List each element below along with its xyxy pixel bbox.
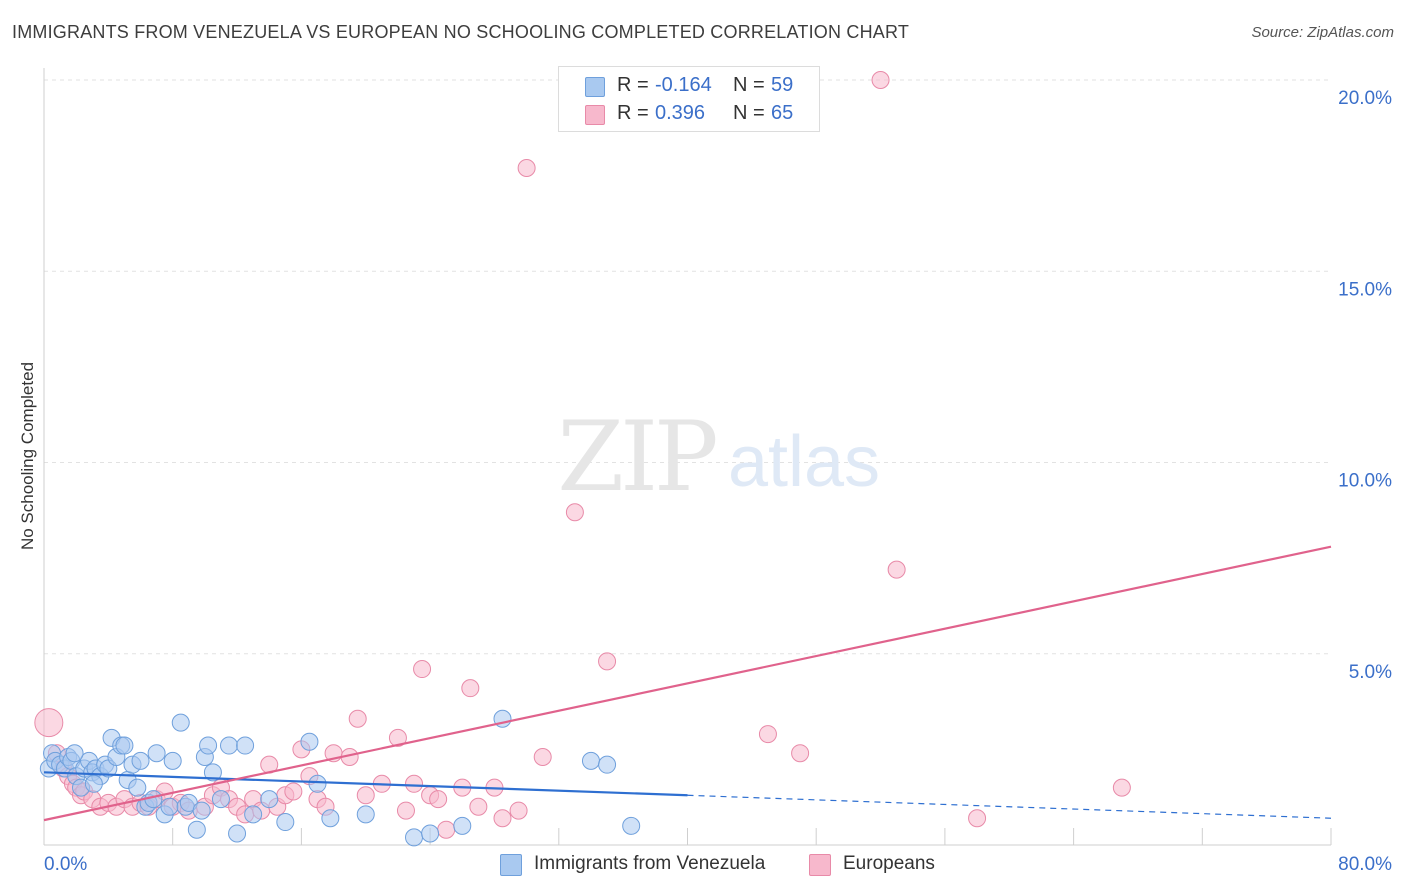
europeans-point xyxy=(284,782,303,801)
europeans-point xyxy=(598,652,617,671)
y-tick-label: 15.0% xyxy=(1338,279,1392,300)
venezuela-point xyxy=(199,736,218,755)
venezuela-point xyxy=(211,790,230,809)
europeans-point xyxy=(34,708,64,738)
tick-labels: 20.0% 15.0% 10.0% 5.0% 0.0% 80.0% xyxy=(44,88,1392,875)
chart-title: IMMIGRANTS FROM VENEZUELA VS EUROPEAN NO… xyxy=(12,22,910,42)
venezuela-point xyxy=(163,751,182,770)
europeans-point xyxy=(413,660,432,679)
venezuela-point xyxy=(405,828,424,847)
legend-swatch-pink xyxy=(585,105,605,125)
legend-row-europeans: R = 0.396 N = 65 xyxy=(559,99,819,129)
venezuela-point xyxy=(131,751,150,770)
legend-n-label: N = xyxy=(733,74,765,96)
x-tick-label: 80.0% xyxy=(1338,854,1392,875)
venezuela-point xyxy=(598,755,617,774)
europeans-point xyxy=(493,809,512,828)
europeans-point xyxy=(469,797,488,816)
venezuela-point xyxy=(581,751,600,770)
europeans-point xyxy=(791,744,810,763)
y-tick-label: 20.0% xyxy=(1338,88,1392,109)
legend-r-value: -0.164 xyxy=(655,74,712,96)
venezuela-point xyxy=(171,713,190,732)
venezuela-point xyxy=(244,805,263,824)
europeans-point xyxy=(437,820,456,839)
stats-legend: R = -0.164 N = 59 R = 0.396 N = 65 xyxy=(558,66,820,132)
legend-n-label: N = xyxy=(733,102,765,124)
europeans-point xyxy=(396,801,415,820)
europeans-point xyxy=(968,809,987,828)
venezuela-point xyxy=(308,774,327,793)
europeans-point xyxy=(533,748,552,767)
x-tick-label: 0.0% xyxy=(44,854,87,875)
y-axis-label: No Schooling Completed xyxy=(18,361,37,551)
venezuela-point xyxy=(321,809,340,828)
watermark-zip: ZIP xyxy=(557,401,716,513)
venezuela-trend-line xyxy=(43,771,688,797)
europeans-point xyxy=(405,774,424,793)
venezuela-point xyxy=(228,824,247,843)
venezuela-point xyxy=(421,824,440,843)
europeans-trend-line xyxy=(43,545,1332,822)
source-label: Source: ZipAtlas.com xyxy=(1251,24,1394,41)
europeans-point xyxy=(565,503,584,522)
venezuela-point xyxy=(65,744,84,763)
venezuela-point xyxy=(192,801,211,820)
legend-swatch-blue xyxy=(585,77,605,97)
venezuela-point xyxy=(84,774,103,793)
venezuela-point xyxy=(356,805,375,824)
europeans-point xyxy=(887,560,906,579)
venezuela-point xyxy=(128,778,147,797)
legend-swatch-blue xyxy=(500,854,522,876)
gridlines xyxy=(44,79,1331,655)
europeans-point xyxy=(758,725,777,744)
europeans-point xyxy=(509,801,528,820)
venezuela-trend-extension xyxy=(687,794,1332,819)
legend-label: Europeans xyxy=(843,853,935,874)
europeans-point xyxy=(429,790,448,809)
data-points xyxy=(34,71,1131,847)
venezuela-point xyxy=(203,763,222,782)
europeans-point xyxy=(461,679,480,698)
venezuela-point xyxy=(147,744,166,763)
legend-n-value: 59 xyxy=(771,74,794,96)
venezuela-point xyxy=(276,813,295,832)
venezuela-point xyxy=(220,736,239,755)
legend-row-venezuela: R = -0.164 N = 59 xyxy=(559,71,819,101)
europeans-point xyxy=(871,71,890,89)
legend-n-value: 65 xyxy=(771,102,794,124)
watermark-atlas: atlas xyxy=(728,422,880,502)
venezuela-point xyxy=(187,820,206,839)
legend-r-label: R = xyxy=(617,74,649,96)
europeans-point xyxy=(348,709,367,728)
y-tick-label: 5.0% xyxy=(1349,662,1392,683)
venezuela-point xyxy=(260,790,279,809)
europeans-point xyxy=(1112,778,1131,797)
venezuela-point xyxy=(115,736,134,755)
venezuela-point xyxy=(453,816,472,835)
venezuela-point xyxy=(160,797,179,816)
europeans-point xyxy=(517,158,536,177)
venezuela-point xyxy=(622,816,641,835)
europeans-point xyxy=(388,728,407,747)
trend-lines xyxy=(43,545,1332,822)
legend-r-value: 0.396 xyxy=(655,102,706,124)
venezuela-point xyxy=(236,736,255,755)
legend-label: Immigrants from Venezuela xyxy=(534,853,766,874)
venezuela-point xyxy=(300,732,319,751)
europeans-point xyxy=(356,786,375,805)
legend-r-label: R = xyxy=(617,102,649,124)
watermark: ZIP atlas xyxy=(557,401,880,513)
y-tick-label: 10.0% xyxy=(1338,471,1392,492)
legend-swatch-pink xyxy=(809,854,831,876)
